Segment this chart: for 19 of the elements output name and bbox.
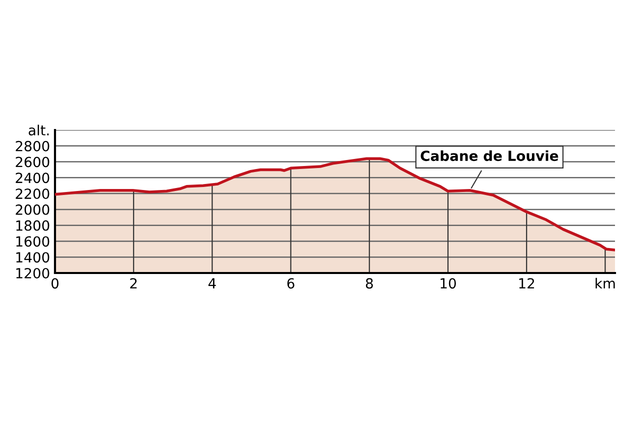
y-tick-label: 2200 (16, 188, 50, 200)
x-tick-label: 0 (51, 278, 58, 289)
x-tick-label: 2 (130, 278, 137, 288)
x-tick-label: 12 (519, 278, 534, 288)
x-tick-label: 6 (287, 278, 294, 289)
y-tick-label: 2800 (16, 140, 50, 152)
y-tick-label: 2600 (16, 156, 50, 168)
y-tick-label: 2000 (16, 204, 50, 215)
y-tick-label: 1800 (16, 220, 50, 231)
x-tick-label: 10 (440, 278, 456, 289)
x-tick-label: km (596, 278, 615, 288)
y-tick-label: 1600 (16, 236, 50, 247)
y-tick-label: 1400 (16, 252, 50, 263)
x-tick-label: 4 (208, 278, 216, 288)
annotation: Cabane de Louvie (420, 150, 558, 162)
x-tick-label: 8 (366, 278, 373, 289)
y-tick-label: 1200 (16, 268, 50, 278)
y-tick-label: 2400 (16, 172, 50, 184)
y-tick-label: alt. (28, 124, 49, 136)
